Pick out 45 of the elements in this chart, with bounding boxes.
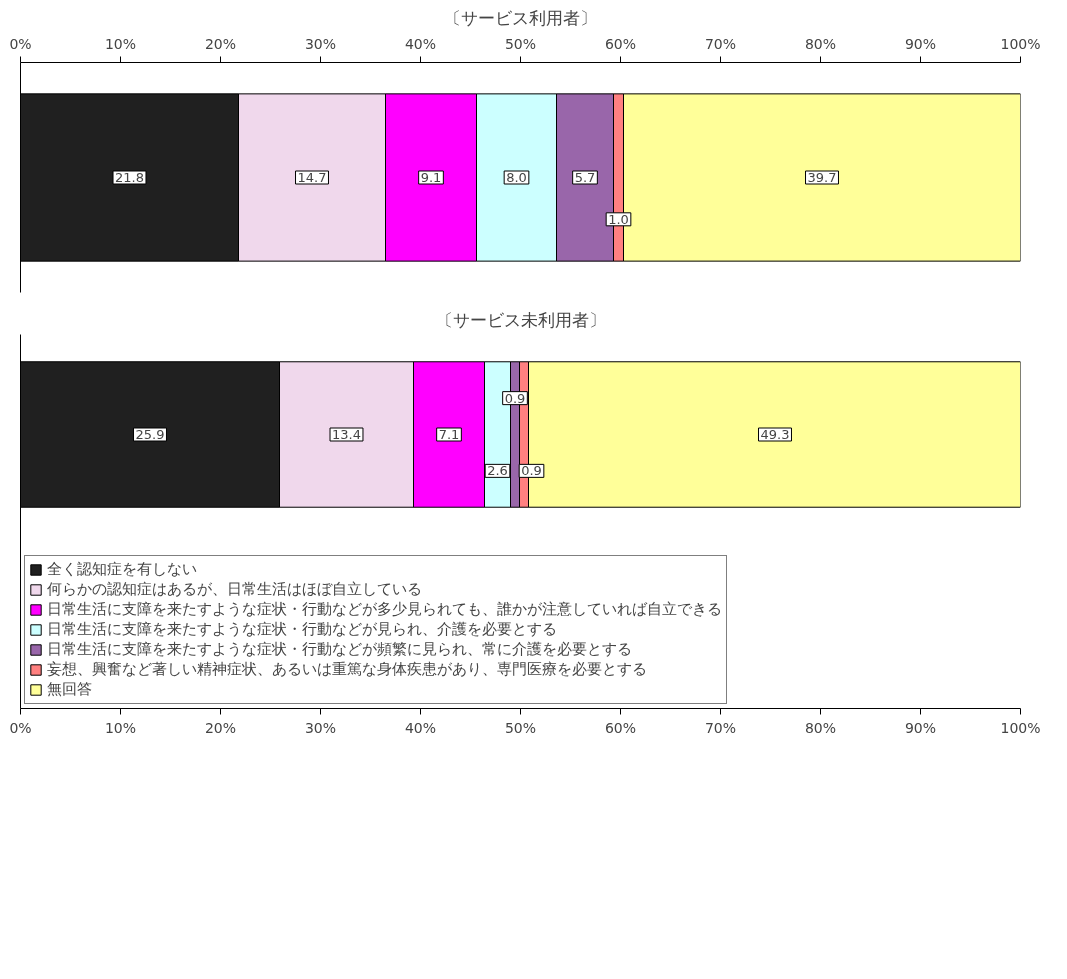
x-tick-label: 90% [904,719,937,736]
x2-tick-label: 50% [504,35,537,52]
legend-label: 日常生活に支障を来たすような症状・行動などが多少見られても、誰かが注意していれば自立できる [47,600,722,619]
x-tick-label: 50% [504,719,537,736]
legend-label: 日常生活に支障を来たすような症状・行動などが見られ、介護を必要とする [47,620,557,639]
legend-label: 何らかの認知症はあるが、日常生活はほぼ自立している [47,580,422,599]
legend-label: 無回答 [47,680,92,699]
x2-tick-label: 90% [904,35,937,52]
legend-label: 日常生活に支障を来たすような症状・行動などが頻繁に見られ、常に介護を必要とする [47,640,632,659]
x2-tick-label: 80% [804,35,837,52]
data-label: 0.9 [521,463,542,479]
x2-tick-label: 100% [1000,35,1041,52]
x-tick-label: 0% [9,719,32,736]
data-label: 14.7 [297,170,327,185]
x-tick-label: 10% [104,719,137,736]
data-label: 7.1 [438,427,460,442]
data-label: 8.0 [506,170,527,185]
x-tick-label: 80% [804,719,837,736]
chart-title: 〔サービス未利用者〕 [435,309,606,330]
data-label: 5.7 [574,170,596,185]
data-label: 49.3 [760,427,790,442]
x-tick-label: 60% [604,719,637,736]
x2-tick-label: 0% [9,35,32,52]
x2-tick-label: 40% [404,35,437,52]
x-tick-label: 70% [704,719,737,736]
data-label: 9.1 [420,170,442,185]
data-label: 13.4 [332,427,361,442]
x2-tick-label: 70% [704,35,737,52]
x2-tick-label: 30% [304,35,337,52]
data-label: 1.0 [608,211,629,227]
x-tick-label: 30% [304,719,337,736]
data-label: 0.9 [504,390,526,406]
data-label: 2.6 [487,463,508,479]
data-label: 39.7 [807,170,837,185]
x2-tick-label: 20% [204,35,237,52]
x2-tick-label: 60% [604,35,637,52]
x-tick-label: 100% [1000,719,1041,736]
legend-label: 妄想、興奮など著しい精神症状、あるいは重篤な身体疾患があり、専門医療を必要とする [47,660,647,679]
data-label: 25.9 [135,427,165,442]
x-tick-label: 40% [404,719,437,736]
x-tick-label: 20% [204,719,237,736]
chart-title: 〔サービス利用者〕 [444,7,597,28]
data-label: 21.8 [115,170,144,185]
legend-label: 全く認知症を有しない [47,560,197,579]
x2-tick-label: 10% [104,35,137,52]
